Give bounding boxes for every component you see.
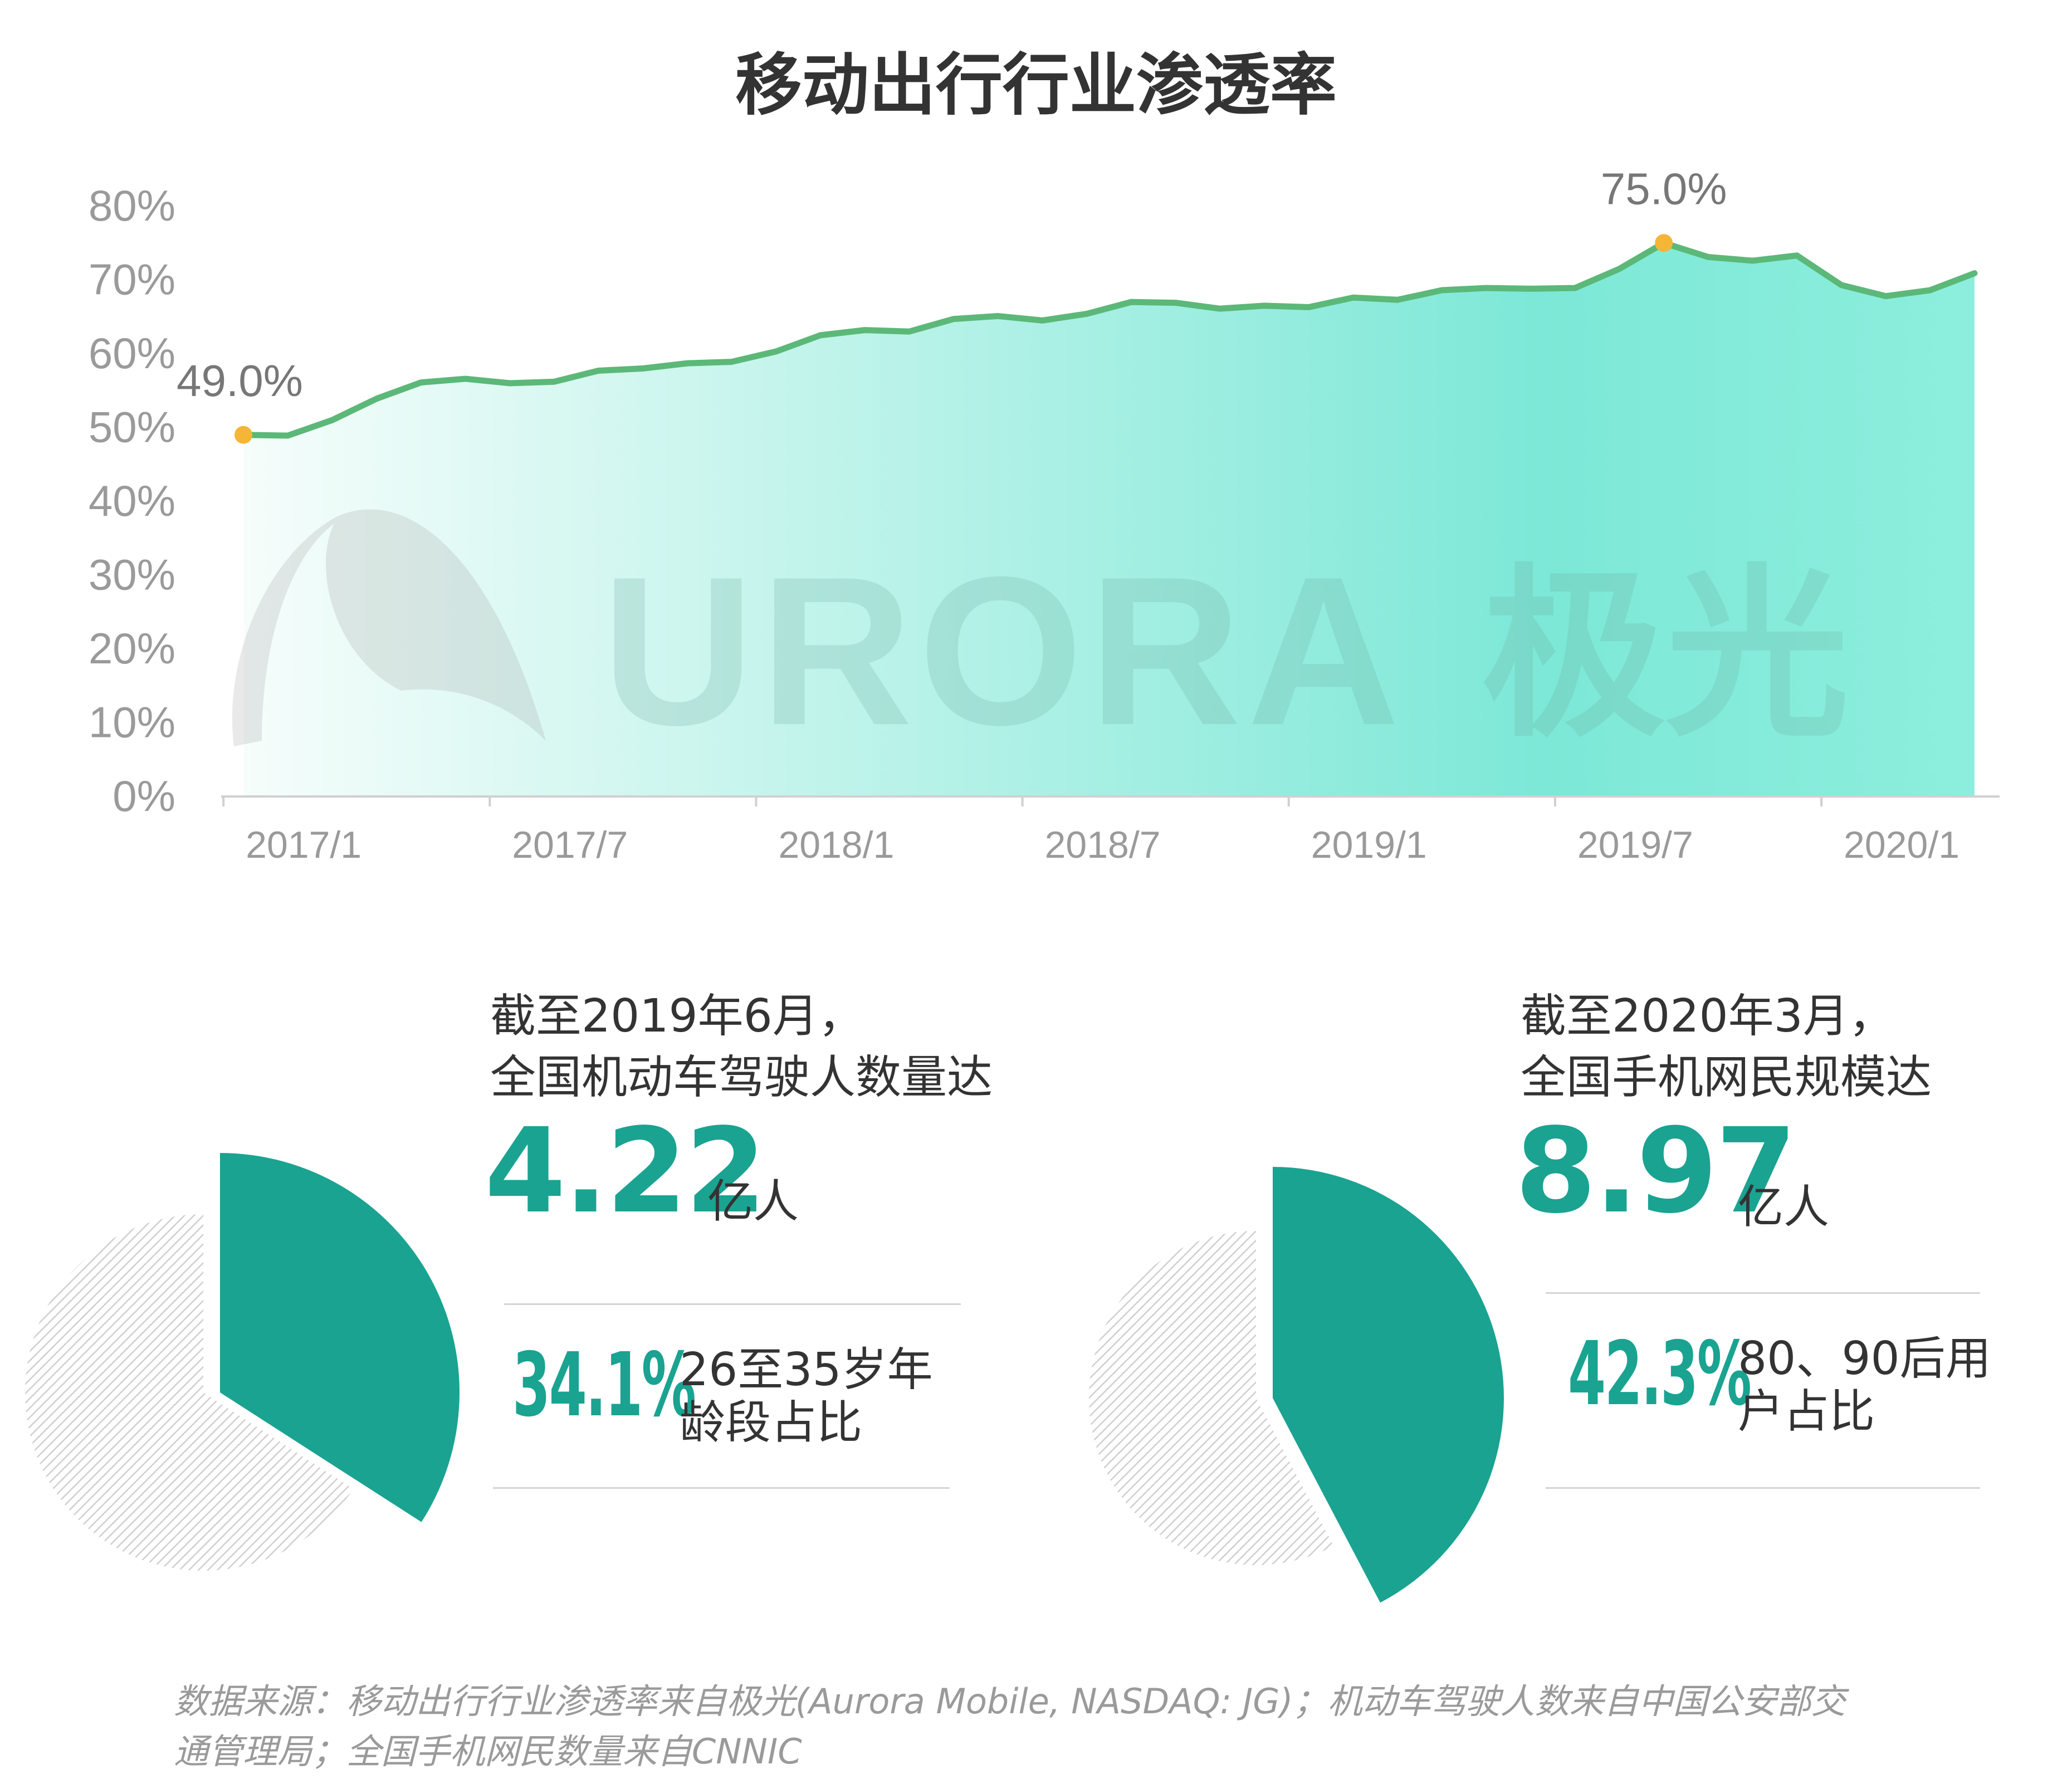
panel1-line2: 全国机动车驾驶人数量达: [490, 1051, 993, 1104]
x-tick-label: 2019/7: [1577, 824, 1693, 866]
panel1-divider-bottom: [493, 1487, 950, 1489]
panel2-value: 8.97: [1515, 1103, 1797, 1239]
annotation-marker: [234, 426, 252, 444]
y-tick-label: 10%: [89, 698, 175, 747]
panel1-desc1: 26至35岁年: [680, 1343, 933, 1396]
svg-text:URORA: URORA: [602, 532, 1405, 769]
panel2-divider-bottom: [1546, 1487, 1980, 1489]
panel2-percent: 42.3%: [1568, 1323, 1752, 1425]
panel2-divider-top: [1546, 1292, 1980, 1294]
annotation-label: 49.0%: [177, 356, 303, 405]
panel1-unit: 亿人: [707, 1175, 799, 1228]
panel2-desc1: 80、90后用: [1738, 1332, 1991, 1385]
panel1-value: 4.22: [485, 1103, 766, 1239]
pie-slice-highlight: [220, 1153, 460, 1522]
penetration-line-chart: URORA 极光 0% 10% 20% 30% 40% 50% 60% 70% 80% 2017/…: [89, 164, 2000, 866]
x-tick-label: 2017/7: [512, 824, 628, 866]
pie-slice-highlight: [1273, 1167, 1504, 1603]
pie-slice-other: [25, 1214, 354, 1571]
source-line-1: 数据来源：移动出行行业渗透率来自极光(Aurora Mobile, NASDAQ…: [174, 1681, 1846, 1722]
y-tick-label: 80%: [89, 181, 175, 230]
x-tick-label: 2020/1: [1844, 824, 1959, 866]
y-tick-label: 0%: [113, 771, 175, 820]
x-tick-label: 2018/7: [1045, 824, 1161, 866]
area-fill: [243, 243, 1975, 796]
panel2-line1: 截至2020年3月，: [1521, 990, 1894, 1043]
y-tick-label: 60%: [89, 329, 175, 378]
annotation-label: 75.0%: [1601, 164, 1727, 213]
aurora-watermark: URORA 极光: [232, 509, 1849, 769]
data-source-note: 数据来源：移动出行行业渗透率来自极光(Aurora Mobile, NASDAQ…: [174, 1677, 1956, 1777]
y-tick-label: 40%: [89, 476, 175, 525]
panel2-line2: 全国手机网民规模达: [1521, 1051, 1932, 1104]
pie-slice-highlight-shape: [1273, 1167, 1504, 1603]
svg-text:极光: 极光: [1482, 548, 1849, 762]
y-tick-label: 20%: [89, 624, 175, 673]
series-line: [240, 240, 1978, 439]
panel1-divider-top: [504, 1303, 961, 1305]
panel2-unit: 亿人: [1738, 1181, 1830, 1234]
source-line-2: 通管理局；全国手机网民数量来自CNNIC: [174, 1731, 802, 1772]
panel1-desc2: 龄段占比: [680, 1396, 863, 1449]
pie-slice-other-shape: [1089, 1231, 1334, 1565]
panel1-line1: 截至2019年6月，: [490, 990, 864, 1043]
pie-slice-other-shape: [25, 1214, 354, 1571]
y-tick-label: 30%: [89, 550, 175, 599]
x-tick-label: 2017/1: [246, 824, 361, 866]
panel2-desc2: 户占比: [1738, 1385, 1875, 1438]
pie-slice-highlight-shape: [220, 1153, 460, 1522]
pie-slice-other: [1089, 1231, 1334, 1565]
annotation-marker: [1655, 234, 1673, 252]
x-tick-label: 2018/1: [778, 824, 894, 866]
x-tick-label: 2019/1: [1311, 824, 1427, 866]
y-tick-label: 50%: [89, 403, 175, 452]
page-title: 移动出行行业渗透率: [735, 47, 1337, 124]
panel1-percent: 34.1%: [512, 1334, 696, 1436]
y-tick-label: 70%: [89, 255, 175, 304]
